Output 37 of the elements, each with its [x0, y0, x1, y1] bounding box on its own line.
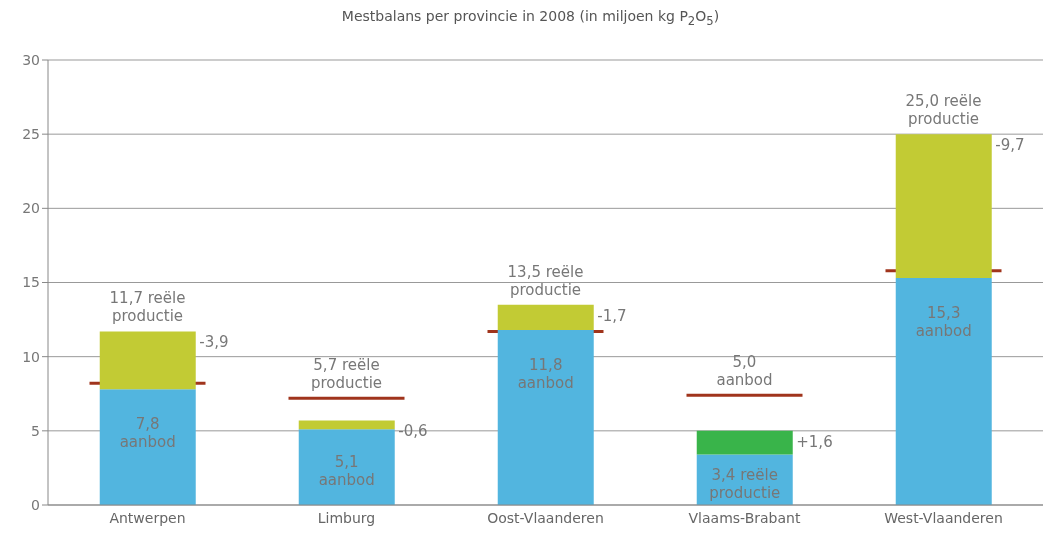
data-label: 15,3 aanbod	[915, 304, 972, 341]
y-tick-label: 0	[31, 496, 40, 513]
x-tick-label: West-Vlaanderen	[884, 509, 1003, 526]
bar	[298, 420, 395, 430]
annotation: -1,7	[597, 306, 627, 325]
y-tick-label: 5	[31, 422, 40, 439]
data-label: 11,8 aanbod	[517, 355, 574, 392]
x-tick-label: Limburg	[317, 509, 376, 526]
annotation: -9,7	[995, 136, 1025, 155]
y-tick-label: 10	[22, 348, 40, 365]
annotation: -0,6	[398, 422, 428, 441]
bar	[497, 329, 594, 505]
annotation: +1,6	[796, 432, 833, 451]
x-tick-label: Oost-Vlaanderen	[487, 509, 604, 526]
bar	[99, 389, 196, 505]
annotation: 25,0 reële productie	[905, 92, 982, 129]
y-tick-label: 15	[22, 274, 40, 291]
bar	[298, 429, 395, 505]
annotation: -3,9	[199, 333, 229, 352]
data-label: 5,1 aanbod	[318, 453, 375, 490]
bar	[895, 278, 992, 505]
annotation: 5,0 aanbod	[716, 353, 773, 390]
data-label: 7,8 aanbod	[119, 415, 176, 452]
bar	[895, 134, 992, 279]
y-tick-label: 25	[22, 126, 40, 143]
y-tick-label: 20	[22, 200, 40, 217]
bar	[696, 430, 793, 455]
x-tick-label: Vlaams-Brabant	[688, 509, 801, 526]
y-tick-label: 30	[22, 51, 40, 68]
annotation: 5,7 reële productie	[310, 356, 383, 393]
chart-title: Mestbalans per provincie in 2008 (in miljoen kg P$_{2}$O$_{5}$)	[340, 8, 721, 30]
annotation: 11,7 reële productie	[109, 289, 186, 326]
bar	[497, 304, 594, 330]
bar	[99, 331, 196, 390]
data-label: 3,4 reële productie	[709, 465, 781, 502]
x-tick-label: Antwerpen	[109, 509, 186, 526]
annotation: 13,5 reële productie	[507, 262, 584, 299]
